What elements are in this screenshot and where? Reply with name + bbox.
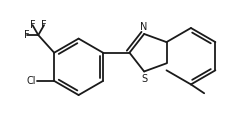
- Text: F: F: [30, 20, 35, 30]
- Text: Cl: Cl: [26, 76, 36, 86]
- Text: N: N: [140, 22, 148, 32]
- Text: F: F: [41, 20, 47, 30]
- Text: S: S: [141, 74, 147, 84]
- Text: F: F: [24, 30, 30, 40]
